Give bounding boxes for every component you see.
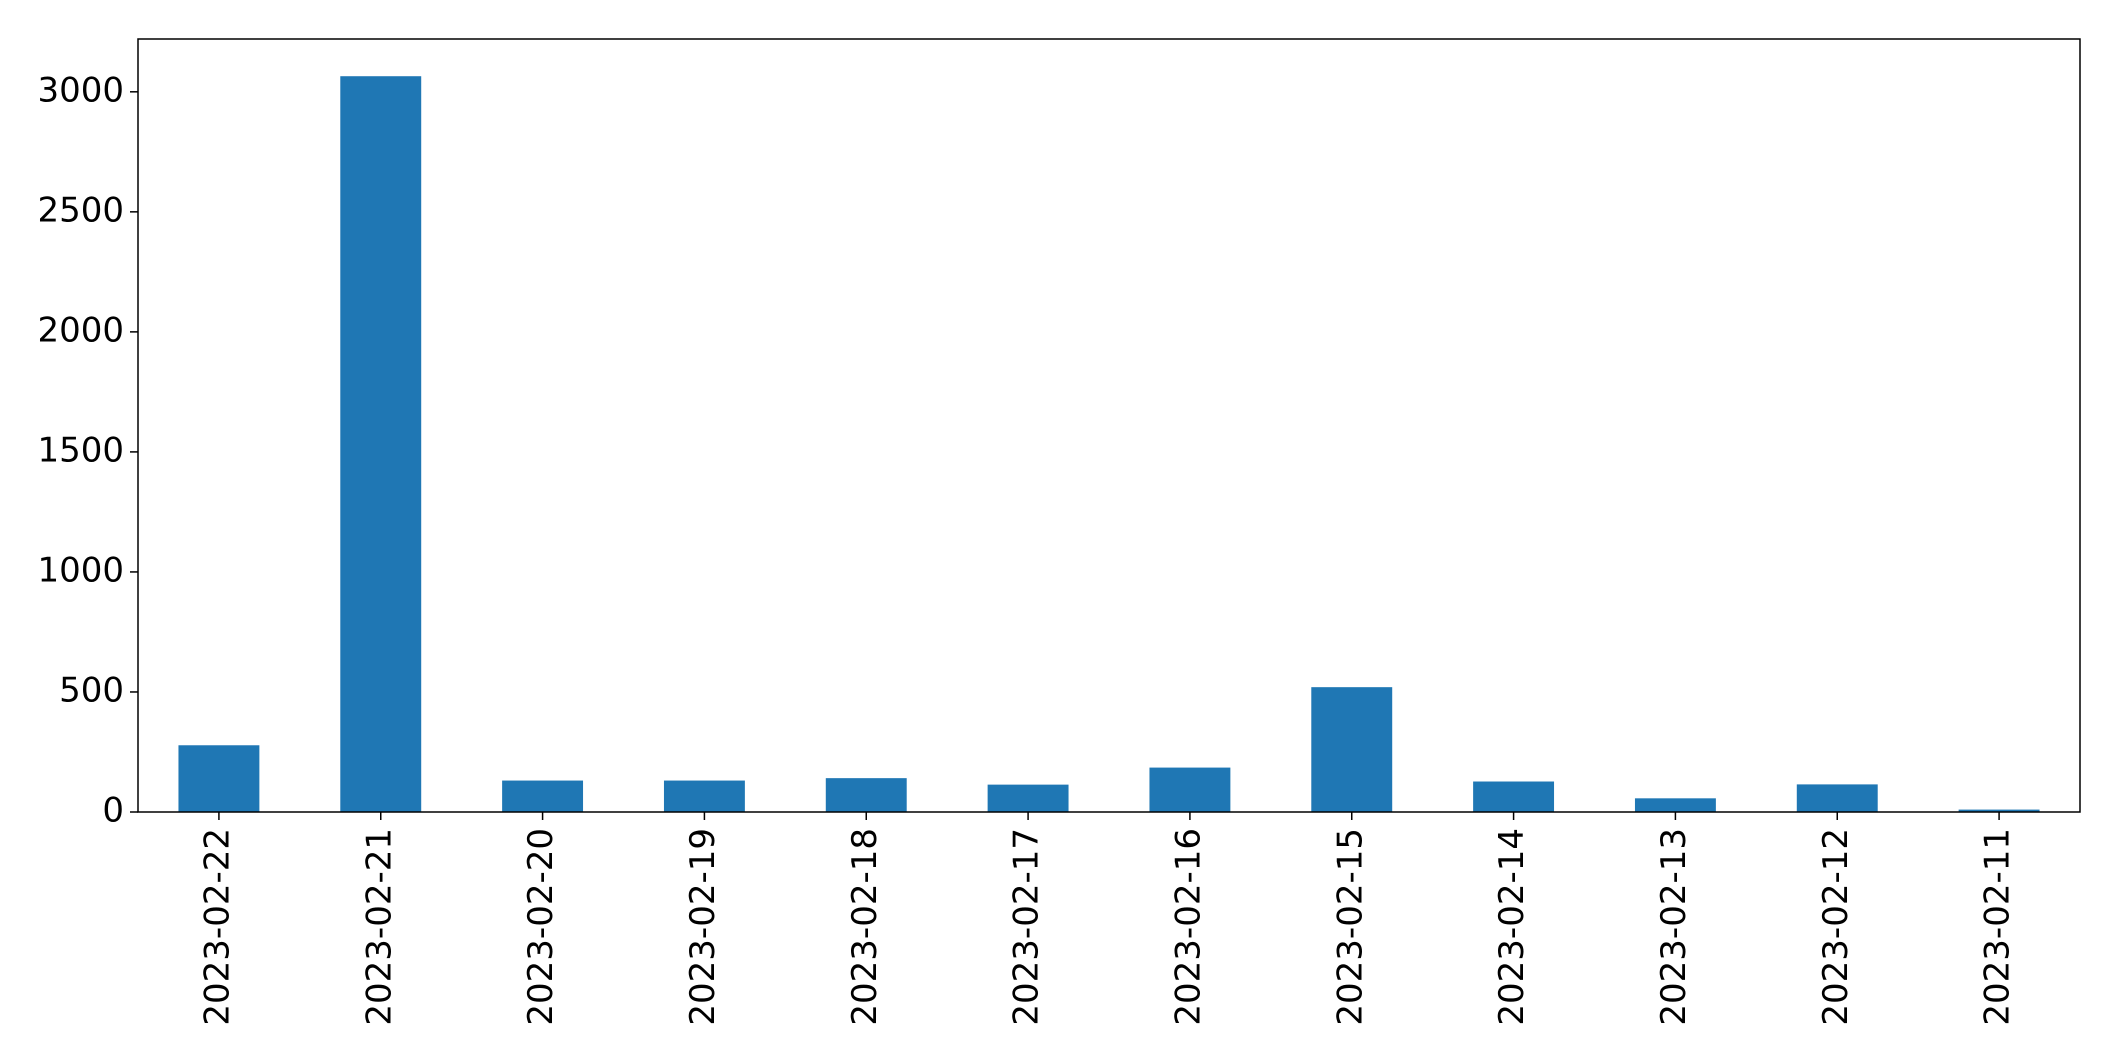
y-tick-label: 1000 bbox=[37, 550, 124, 590]
x-axis: 2023-02-22 2023-02-21 2023-02-20 2023-02-19… bbox=[197, 812, 2018, 1026]
x-tick-label: 2023-02-19 bbox=[683, 828, 723, 1026]
y-tick-label: 1500 bbox=[37, 430, 124, 470]
bar bbox=[1149, 767, 1231, 812]
x-tick-label: 2023-02-14 bbox=[1492, 828, 1532, 1026]
bar bbox=[1796, 784, 1878, 812]
x-tick-label: 2023-02-11 bbox=[1978, 828, 2018, 1026]
y-tick-label: 3000 bbox=[37, 70, 124, 110]
x-tick-label: 2023-02-17 bbox=[1007, 828, 1047, 1026]
x-tick-label: 2023-02-15 bbox=[1330, 828, 1370, 1026]
bar bbox=[987, 784, 1069, 812]
bar bbox=[825, 778, 907, 812]
bar bbox=[1634, 798, 1716, 812]
plot-frame bbox=[137, 38, 2081, 813]
x-tick-label: 2023-02-12 bbox=[1816, 828, 1856, 1026]
x-tick-label: 2023-02-18 bbox=[845, 828, 885, 1026]
bar bbox=[1473, 781, 1555, 812]
x-tick-label: 2023-02-21 bbox=[359, 828, 399, 1026]
bars-group bbox=[178, 76, 2040, 813]
bar bbox=[178, 745, 260, 812]
bar bbox=[1958, 809, 2040, 812]
x-tick-label: 2023-02-20 bbox=[521, 828, 561, 1026]
y-tick-label: 2500 bbox=[37, 190, 124, 230]
x-tick-label: 2023-02-16 bbox=[1168, 828, 1208, 1026]
y-axis: 0 500 1000 1500 2000 2500 3000 bbox=[37, 70, 138, 831]
bar bbox=[340, 76, 422, 813]
x-tick-label: 2023-02-22 bbox=[197, 828, 237, 1026]
bar bbox=[502, 780, 584, 812]
y-tick-label: 2000 bbox=[37, 310, 124, 350]
bar bbox=[1311, 687, 1393, 812]
x-tick-label: 2023-02-13 bbox=[1654, 828, 1694, 1026]
y-tick-label: 500 bbox=[59, 670, 124, 710]
bar bbox=[663, 780, 745, 812]
y-tick-label: 0 bbox=[102, 791, 124, 831]
